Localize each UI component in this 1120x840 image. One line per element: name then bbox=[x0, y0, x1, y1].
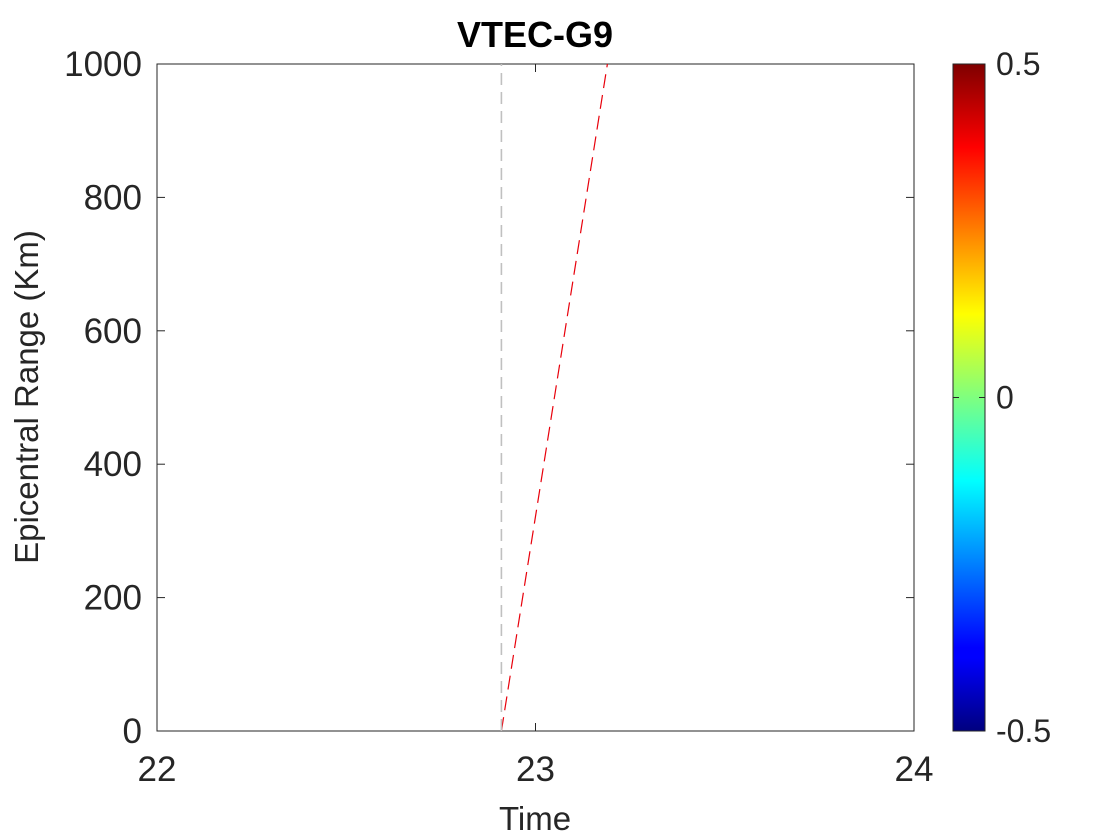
colorbar-ticks: 0.5 0 -0.5 bbox=[953, 46, 1051, 749]
series-line-0 bbox=[500, 64, 608, 731]
x-axis-label: Time bbox=[499, 800, 571, 837]
colorbar-tick-label-0: 0.5 bbox=[996, 46, 1040, 82]
y-tick-label-1: 200 bbox=[84, 579, 142, 618]
y-tick-label-3: 600 bbox=[84, 312, 142, 351]
x-tick-label-0: 22 bbox=[138, 750, 177, 789]
y-tick-label-5: 1000 bbox=[64, 45, 142, 84]
chart-title: VTEC-G9 bbox=[457, 14, 613, 55]
y-tick-label-4: 800 bbox=[84, 178, 142, 217]
colorbar-tick-label-1: 0 bbox=[996, 380, 1014, 416]
series-layer bbox=[500, 64, 608, 731]
y-tick-label-2: 400 bbox=[84, 445, 142, 484]
y-axis-label: Epicentral Range (Km) bbox=[8, 230, 45, 564]
axis-ticks: 22 23 24 0 200 400 600 800 1000 bbox=[64, 45, 933, 789]
plot-area bbox=[156, 63, 915, 732]
x-tick-label-2: 24 bbox=[895, 750, 934, 789]
y-tick-label-0: 0 bbox=[123, 712, 142, 751]
x-tick-label-1: 23 bbox=[516, 750, 555, 789]
colorbar-tick-label-2: -0.5 bbox=[996, 713, 1051, 749]
